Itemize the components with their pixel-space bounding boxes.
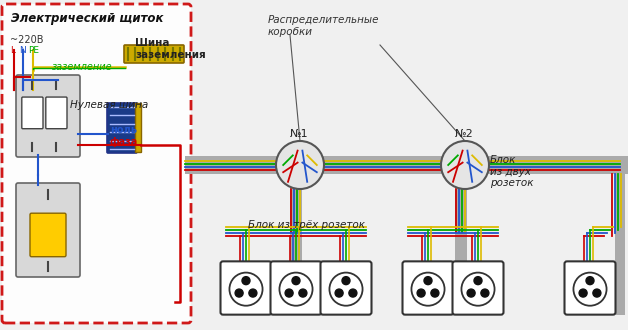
Circle shape (276, 141, 324, 189)
Circle shape (441, 141, 489, 189)
Text: PE: PE (28, 46, 39, 55)
FancyBboxPatch shape (46, 97, 67, 129)
Circle shape (279, 273, 313, 306)
Text: Распределительные
коробки: Распределительные коробки (268, 15, 379, 37)
FancyBboxPatch shape (453, 261, 504, 314)
Text: L: L (10, 46, 15, 55)
Circle shape (292, 277, 300, 285)
FancyBboxPatch shape (22, 97, 43, 129)
Circle shape (586, 277, 594, 285)
Circle shape (474, 277, 482, 285)
FancyBboxPatch shape (30, 213, 66, 257)
Bar (290, 189, 302, 275)
FancyBboxPatch shape (124, 45, 184, 63)
Circle shape (593, 289, 601, 297)
FancyBboxPatch shape (565, 261, 615, 314)
Text: №1: №1 (290, 129, 308, 139)
FancyBboxPatch shape (403, 261, 453, 314)
Circle shape (242, 277, 250, 285)
Text: Блок
из двух
розеток: Блок из двух розеток (490, 155, 534, 188)
FancyBboxPatch shape (107, 103, 137, 153)
Circle shape (349, 289, 357, 297)
Circle shape (235, 289, 243, 297)
Circle shape (330, 273, 362, 306)
Circle shape (462, 273, 495, 306)
Circle shape (417, 289, 425, 297)
Circle shape (229, 273, 263, 306)
Text: Нулевая шина: Нулевая шина (70, 100, 148, 110)
Text: Электрический щиток: Электрический щиток (11, 12, 163, 25)
FancyBboxPatch shape (220, 261, 271, 314)
Text: Шина
заземления: Шина заземления (135, 38, 206, 60)
Circle shape (481, 289, 489, 297)
Bar (300, 156, 465, 174)
Bar (455, 189, 467, 275)
Text: №2: №2 (455, 129, 474, 139)
Circle shape (342, 277, 350, 285)
Circle shape (579, 289, 587, 297)
FancyBboxPatch shape (2, 4, 191, 323)
Circle shape (424, 277, 432, 285)
Circle shape (249, 289, 257, 297)
FancyBboxPatch shape (16, 75, 80, 157)
FancyBboxPatch shape (16, 183, 80, 277)
Circle shape (299, 289, 307, 297)
Text: N: N (19, 46, 26, 55)
FancyBboxPatch shape (136, 104, 141, 152)
Text: фаза: фаза (110, 137, 138, 147)
FancyBboxPatch shape (320, 261, 372, 314)
Circle shape (411, 273, 445, 306)
Circle shape (335, 289, 343, 297)
Circle shape (573, 273, 607, 306)
Circle shape (467, 289, 475, 297)
Text: ноль: ноль (110, 125, 137, 135)
Circle shape (285, 289, 293, 297)
Circle shape (431, 289, 439, 297)
Bar (465, 156, 628, 174)
Text: Блок из трёх розеток: Блок из трёх розеток (248, 220, 365, 230)
Text: ~220В: ~220В (10, 35, 43, 45)
Text: заземление: заземление (52, 62, 112, 72)
Bar (615, 174, 625, 315)
Bar (185, 156, 300, 174)
FancyBboxPatch shape (271, 261, 322, 314)
